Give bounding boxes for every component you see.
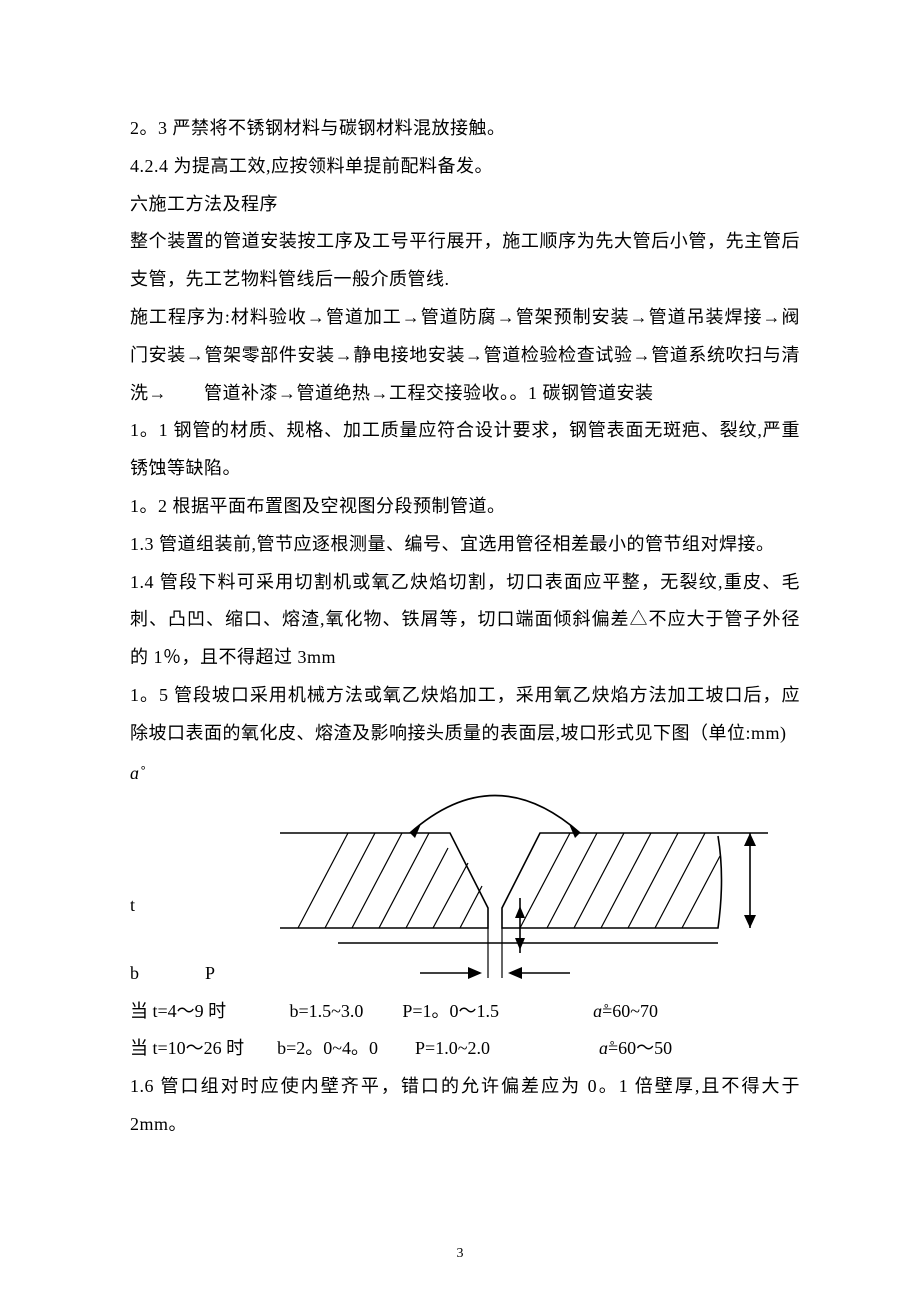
cond2-alpha: =60～50: [608, 1030, 672, 1068]
cond1-alpha-sym: ɑ̊: [593, 993, 602, 1031]
paragraph-1-1: 1。1 钢管的材质、规格、加工质量应符合设计要求，钢管表面无斑疤、裂纹,严重锈蚀…: [130, 412, 800, 488]
cond1-alpha: =60~70: [602, 993, 658, 1031]
t-label: t: [130, 895, 135, 916]
cond2-b: b=2。0~4。0: [277, 1030, 378, 1068]
paragraph-intro: 整个装置的管道安装按工序及工号平行展开，施工顺序为先大管后小管，先主管后支管，先…: [130, 223, 800, 299]
bevel-diagram: ɑ̊ t b P: [130, 763, 790, 993]
paragraph-4-2-4: 4.2.4 为提高工效,应按领料单提前配料备发。: [130, 148, 800, 186]
heading-section-6: 六施工方法及程序: [130, 186, 800, 224]
paragraph-1-3: 1.3 管道组装前,管节应逐根测量、编号、宜选用管径相差最小的管节组对焊接。: [130, 526, 800, 564]
p-label: P: [205, 963, 215, 984]
condition-row-1: 当 t=4～9 时 b=1.5~3.0 P=1。0～1.5 ɑ̊ =60~70: [130, 993, 800, 1031]
condition-row-2: 当 t=10～26 时 b=2。0~4。0 P=1.0~2.0 ɑ̊ =60～5…: [130, 1030, 800, 1068]
paragraph-2-3: 2。3 严禁将不锈钢材料与碳钢材料混放接触。: [130, 110, 800, 148]
paragraph-procedure: 施工程序为:材料验收→管道加工→管道防腐→管架预制安装→管道吊装焊接→阀门安装→…: [130, 299, 800, 412]
alpha-label-top: ɑ̊: [130, 763, 139, 784]
cond1-t: 当 t=4～9 时: [130, 993, 285, 1031]
page-number: 3: [0, 1246, 920, 1262]
b-label: b: [130, 963, 139, 984]
cond1-p: P=1。0～1.5: [402, 993, 499, 1031]
cond2-p: P=1.0~2.0: [415, 1030, 490, 1068]
paragraph-1-4: 1.4 管段下料可采用切割机或氧乙炔焰切割，切口表面应平整，无裂纹,重皮、毛刺、…: [130, 564, 800, 677]
cond2-t: 当 t=10～26 时: [130, 1030, 244, 1068]
cond1-b: b=1.5~3.0: [290, 993, 364, 1031]
paragraph-1-5: 1。5 管段坡口采用机械方法或氧乙炔焰加工，采用氧乙炔焰方法加工坡口后，应除坡口…: [130, 677, 800, 753]
cond2-alpha-sym: ɑ̊: [599, 1030, 608, 1068]
document-page: 2。3 严禁将不锈钢材料与碳钢材料混放接触。 4.2.4 为提高工效,应按领料单…: [0, 0, 920, 1302]
paragraph-1-6: 1.6 管口组对时应使内壁齐平，错口的允许偏差应为 0。1 倍壁厚,且不得大于2…: [130, 1068, 800, 1144]
bevel-diagram-svg: [220, 778, 780, 993]
paragraph-1-2: 1。2 根据平面布置图及空视图分段预制管道。: [130, 488, 800, 526]
